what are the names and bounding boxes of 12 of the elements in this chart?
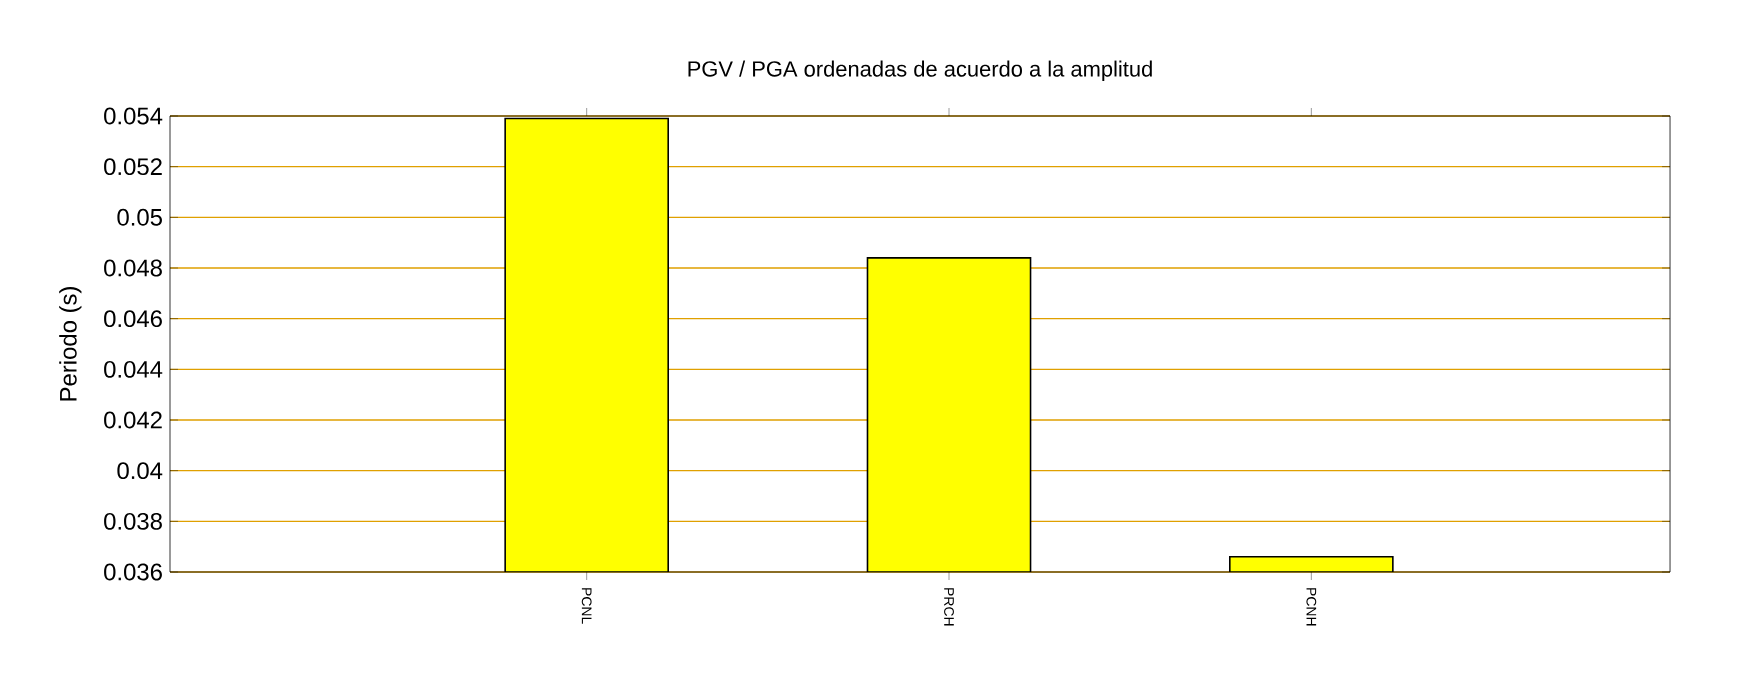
y-tick-label: 0.038 bbox=[104, 512, 162, 530]
y-axis-title: Periodo (s) bbox=[59, 287, 82, 401]
y-tick-label: 0.036 bbox=[104, 563, 162, 581]
y-tick-label: 0.05 bbox=[117, 208, 162, 226]
y-tick-label: 0.052 bbox=[104, 158, 162, 176]
y-tick-label: 0.046 bbox=[104, 310, 162, 328]
y-tick-label: 0.048 bbox=[104, 259, 162, 277]
y-tick-label: 0.04 bbox=[117, 462, 163, 480]
y-tick-label: 0.054 bbox=[104, 107, 163, 125]
y-tick-label: 0.042 bbox=[104, 411, 162, 429]
chart-title: PGV / PGA ordenadas de acuerdo a la amplitud bbox=[688, 60, 1152, 81]
y-tick-label: 0.044 bbox=[104, 360, 163, 378]
